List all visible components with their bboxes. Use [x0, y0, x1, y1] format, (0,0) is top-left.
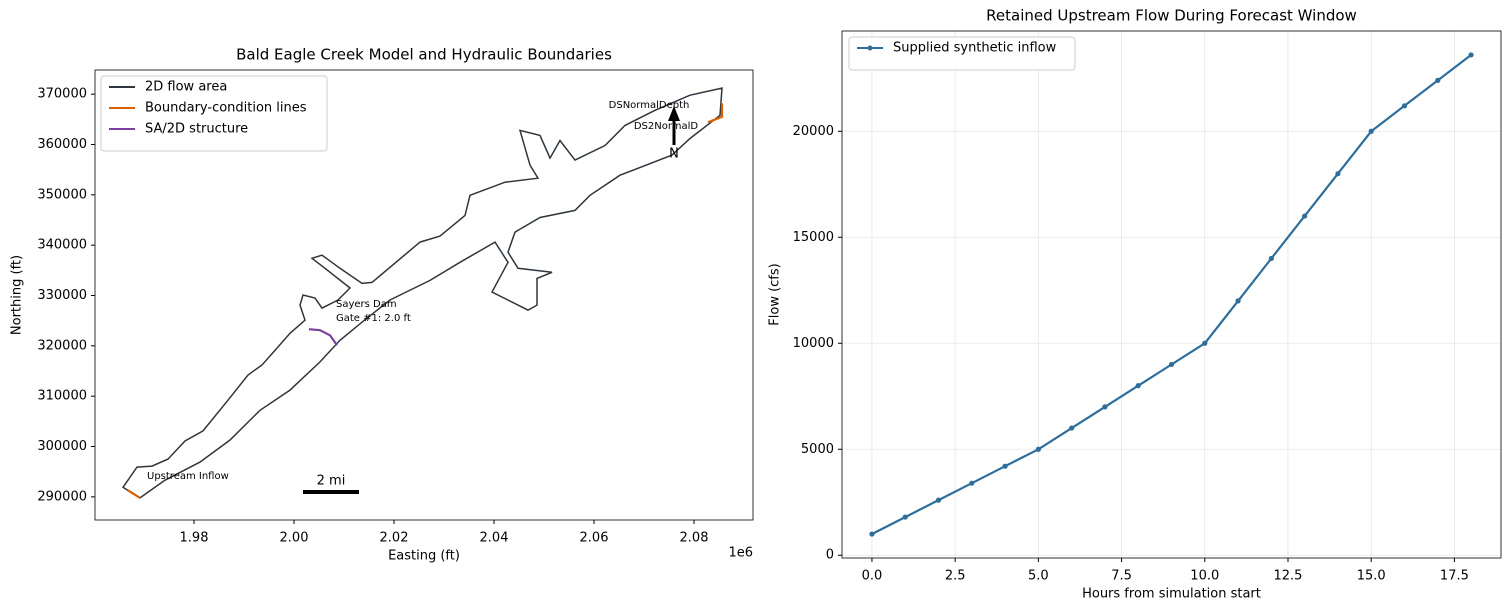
point	[1302, 213, 1308, 219]
point	[1268, 255, 1274, 262]
north-label: N	[669, 147, 679, 162]
y-tick-label: 310000	[37, 389, 87, 404]
chart-title: Bald Eagle Creek Model and Hydraulic Bou…	[236, 46, 612, 64]
y-tick-label: 370000	[37, 87, 87, 102]
legend-label: Supplied synthetic inflow	[893, 41, 1057, 56]
point	[1202, 340, 1208, 346]
outline	[127, 103, 724, 499]
x-tick-label: 2.08	[680, 531, 709, 546]
x-tick-label: 12.5	[1274, 569, 1303, 584]
point	[1035, 446, 1041, 452]
point	[935, 497, 942, 503]
y-tick-label: 0	[826, 548, 834, 563]
outline	[121, 87, 723, 499]
line	[871, 54, 1472, 535]
y-tick-label: 360000	[37, 137, 87, 152]
point	[1135, 383, 1141, 389]
point	[1435, 77, 1441, 83]
north-arrow-head	[668, 106, 680, 121]
y-tick-label: 10000	[793, 336, 834, 351]
x-tick-label: 2.5	[945, 569, 966, 584]
scale-bar-label: 2 mi	[317, 474, 346, 489]
y-tick-label: 300000	[37, 439, 87, 454]
y-axis-label: Flow (cfs)	[768, 263, 783, 325]
annotation: DS2NormalD	[634, 121, 699, 132]
legend-label: SA/2D structure	[145, 122, 248, 137]
x-tick-label: 2.04	[480, 531, 509, 546]
axes-frame	[94, 69, 754, 521]
y-tick-label: 290000	[37, 489, 87, 504]
annotation: Gate #1: 2.0 ft	[336, 313, 411, 324]
annotation: Upstream Inflow	[147, 471, 229, 482]
x-tick-label: 1.98	[180, 531, 209, 546]
point	[969, 480, 975, 486]
legend-label: Boundary-condition lines	[145, 101, 307, 116]
x-tick-label: 2.06	[580, 531, 609, 546]
x-tick-label: 17.5	[1440, 569, 1469, 584]
x-tick-label: 5.0	[1028, 569, 1049, 584]
annotation: DSNormalDepth	[609, 100, 690, 111]
point	[1069, 425, 1075, 431]
point	[1102, 404, 1108, 410]
point	[1002, 463, 1008, 469]
y-tick-label: 330000	[37, 288, 87, 303]
legend-box	[848, 36, 1076, 71]
y-axis-label: Northing (ft)	[10, 255, 25, 335]
x-tick-label: 10.0	[1190, 569, 1219, 584]
point	[902, 514, 908, 520]
point	[1168, 361, 1175, 368]
legend-label: 2D flow area	[145, 80, 227, 95]
y-tick-label: 20000	[793, 124, 834, 139]
x-tick-label: 2.02	[380, 531, 409, 546]
y-tick-label: 320000	[37, 338, 87, 353]
chart-title: Retained Upstream Flow During Forecast W…	[986, 7, 1357, 25]
legend-marker	[867, 45, 873, 51]
point	[1368, 128, 1374, 134]
point	[1468, 52, 1474, 58]
x-tick-label: 2.00	[280, 531, 309, 546]
x-axis-label: Easting (ft)	[388, 549, 460, 564]
outline	[308, 328, 338, 346]
point	[1335, 171, 1341, 177]
point	[1235, 298, 1241, 304]
x-offset-label: 1e6	[728, 546, 753, 561]
x-tick-label: 0.0	[862, 569, 883, 584]
axes-frame	[841, 30, 1502, 559]
x-axis-label: Hours from simulation start	[1082, 587, 1261, 602]
annotation: Sayers Dam	[336, 299, 397, 310]
point	[869, 531, 875, 537]
legend-box	[100, 75, 328, 152]
y-tick-label: 350000	[37, 187, 87, 202]
point	[1401, 103, 1408, 109]
y-tick-label: 15000	[793, 230, 834, 245]
y-tick-label: 5000	[801, 442, 834, 457]
x-tick-label: 15.0	[1357, 569, 1386, 584]
y-tick-label: 340000	[37, 238, 87, 253]
x-tick-label: 7.5	[1111, 569, 1132, 584]
